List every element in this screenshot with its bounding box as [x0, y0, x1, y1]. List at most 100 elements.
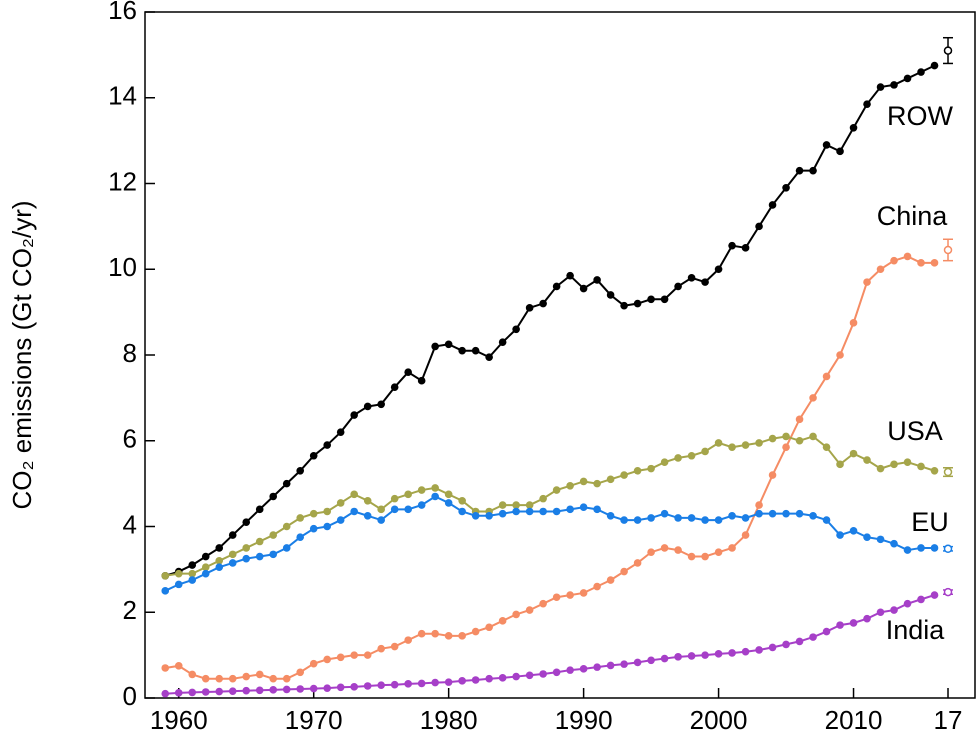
- projection-point: [943, 245, 953, 255]
- data-point: [296, 466, 305, 475]
- projection-point: [943, 587, 953, 597]
- y-tick-label: 12: [108, 166, 137, 196]
- data-point: [309, 524, 318, 533]
- data-point: [741, 244, 750, 252]
- data-point: [714, 650, 723, 658]
- series-line: [164, 64, 935, 577]
- data-point: [174, 580, 183, 589]
- data-point: [431, 492, 439, 501]
- data-point: [620, 516, 628, 524]
- data-point: [201, 569, 210, 578]
- data-point: [444, 490, 453, 499]
- data-point: [903, 599, 912, 608]
- data-point: [188, 670, 197, 679]
- data-point: [809, 432, 817, 441]
- plot-frame: [144, 11, 976, 699]
- data-point: [552, 486, 561, 494]
- data-point: [525, 606, 534, 614]
- data-point: [404, 505, 412, 514]
- data-point: [755, 646, 763, 654]
- data-point: [404, 490, 412, 499]
- data-point: [485, 353, 493, 361]
- data-point: [350, 411, 358, 419]
- data-point: [350, 490, 358, 499]
- data-point: [782, 183, 790, 192]
- data-point: [309, 684, 318, 693]
- x-tick-label: 1990: [555, 705, 613, 735]
- data-point: [512, 325, 520, 334]
- data-point: [390, 505, 399, 514]
- y-tick-label: 8: [123, 338, 137, 368]
- data-point: [228, 531, 237, 539]
- data-point: [647, 295, 655, 304]
- data-point: [728, 649, 736, 657]
- y-tick-label: 4: [123, 509, 137, 539]
- data-point: [579, 477, 588, 486]
- data-point: [431, 484, 439, 492]
- data-point: [606, 576, 615, 584]
- data-point: [660, 458, 669, 466]
- data-point: [188, 561, 197, 569]
- data-point: [188, 576, 197, 584]
- data-point: [161, 664, 170, 672]
- data-point: [458, 632, 466, 640]
- data-point: [606, 511, 615, 520]
- data-point: [890, 460, 898, 469]
- data-point: [930, 259, 939, 267]
- data-point: [620, 660, 628, 668]
- data-point: [903, 546, 912, 554]
- data-point: [552, 507, 561, 516]
- series-label: India: [886, 615, 946, 645]
- data-point: [890, 539, 898, 548]
- data-point: [782, 509, 790, 518]
- projection-point: [943, 46, 953, 55]
- data-point: [782, 443, 790, 451]
- data-point: [323, 441, 331, 449]
- data-point: [323, 684, 331, 692]
- data-point: [242, 544, 251, 552]
- data-point: [903, 252, 912, 261]
- data-point: [687, 652, 696, 660]
- data-point: [323, 507, 331, 516]
- data-point: [201, 674, 210, 683]
- data-point: [417, 486, 426, 494]
- data-point: [566, 591, 574, 599]
- data-point: [593, 479, 601, 488]
- data-point: [417, 501, 426, 509]
- data-point: [647, 548, 655, 557]
- data-point: [498, 674, 507, 682]
- data-point: [795, 436, 804, 445]
- data-point: [539, 299, 547, 308]
- data-point: [242, 518, 251, 527]
- data-point: [552, 282, 561, 291]
- data-point: [687, 552, 696, 561]
- data-point: [377, 516, 385, 524]
- data-point: [728, 241, 736, 250]
- data-point: [471, 676, 480, 684]
- data-point: [350, 651, 358, 659]
- data-point: [809, 633, 817, 641]
- data-point: [728, 544, 736, 552]
- data-point: [768, 471, 777, 479]
- data-point: [282, 479, 291, 488]
- data-point: [579, 503, 588, 512]
- data-point: [890, 256, 898, 265]
- data-point: [917, 544, 925, 552]
- data-point: [296, 533, 305, 542]
- data-point: [404, 368, 412, 376]
- data-point: [323, 522, 331, 531]
- data-point: [863, 100, 871, 108]
- data-point: [255, 505, 264, 514]
- data-point: [390, 642, 399, 651]
- data-point: [849, 123, 858, 132]
- data-point: [525, 507, 534, 516]
- data-point: [741, 647, 750, 656]
- series-line: [165, 435, 935, 577]
- data-point: [647, 464, 655, 473]
- data-point: [876, 83, 885, 91]
- data-point: [228, 559, 237, 567]
- data-point: [471, 346, 480, 355]
- data-point: [566, 481, 574, 490]
- data-point: [863, 614, 871, 623]
- data-point: [863, 456, 871, 464]
